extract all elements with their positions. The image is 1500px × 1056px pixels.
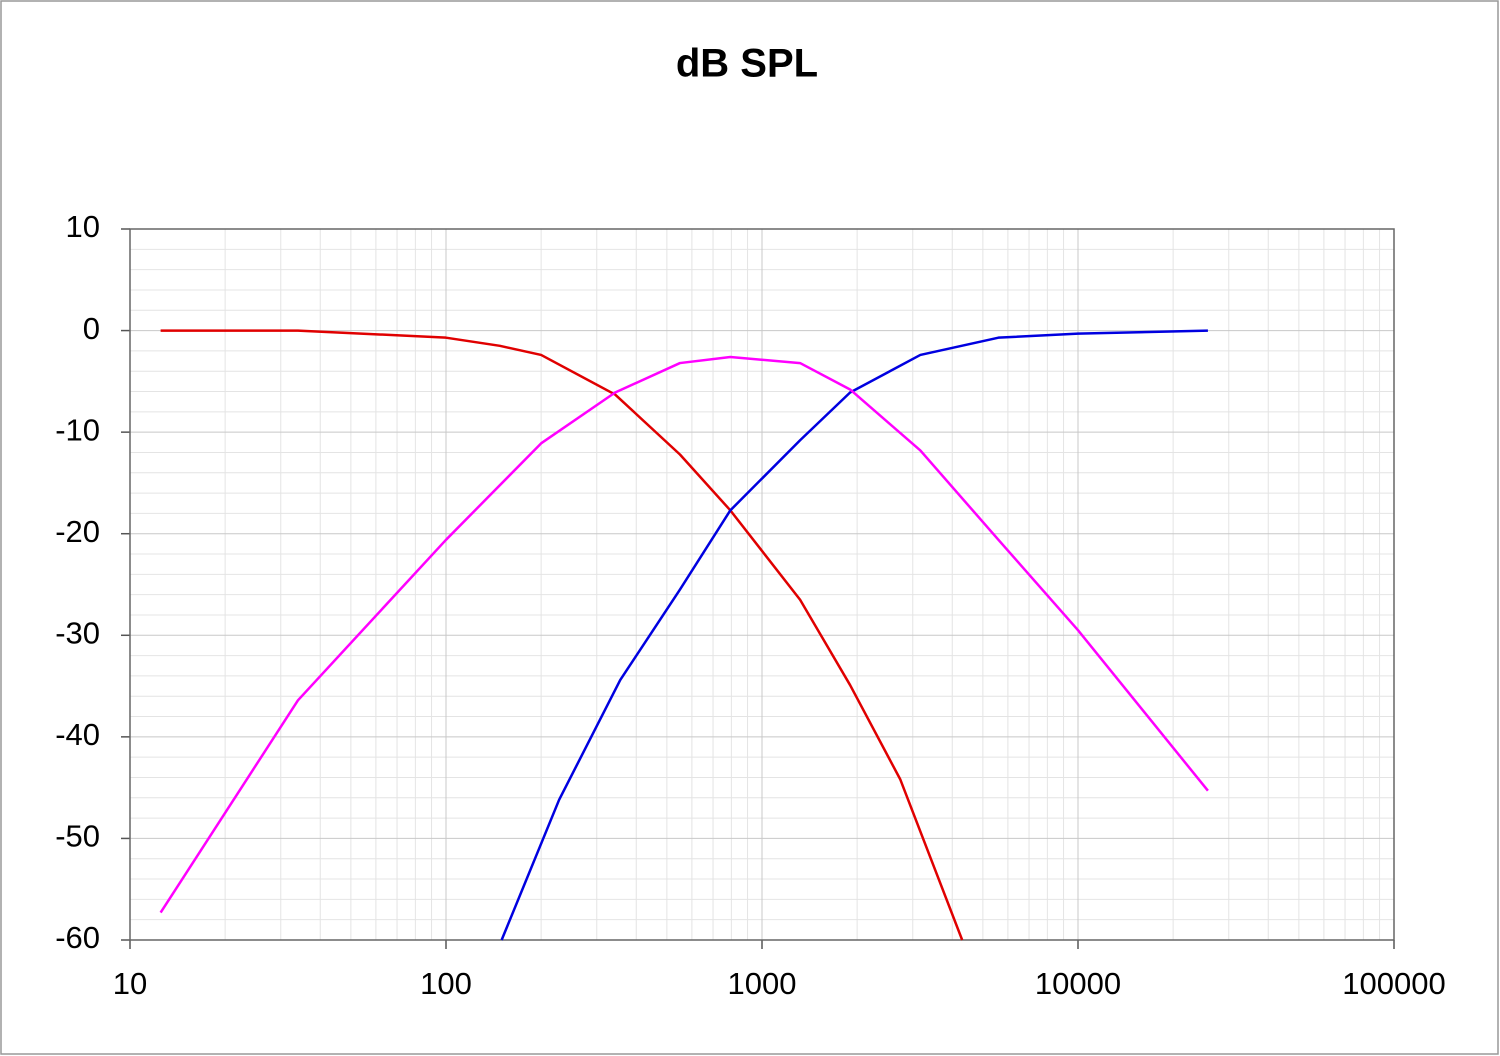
- x-tick-label: 1000: [728, 966, 797, 1001]
- x-tick-label: 100: [420, 966, 472, 1001]
- series-line: [500, 329, 1208, 941]
- y-tick-label: 10: [66, 209, 100, 244]
- y-tick-label: -60: [55, 920, 100, 955]
- y-tick-label: -50: [55, 819, 100, 854]
- x-tick-label: 10: [113, 966, 147, 1001]
- y-tick-label: -40: [55, 717, 100, 752]
- series-line: [160, 329, 964, 941]
- y-tick-label: -10: [55, 412, 100, 447]
- y-tick-label: 0: [83, 311, 100, 346]
- chart-title: dB SPL: [676, 42, 818, 86]
- plot-area-border: [129, 228, 1395, 941]
- series-line: [159, 355, 1209, 914]
- y-tick-label: -20: [55, 514, 100, 549]
- x-tick-label: 10000: [1035, 966, 1121, 1001]
- x-tick-label: 100000: [1342, 966, 1445, 1001]
- y-tick-label: -30: [55, 615, 100, 650]
